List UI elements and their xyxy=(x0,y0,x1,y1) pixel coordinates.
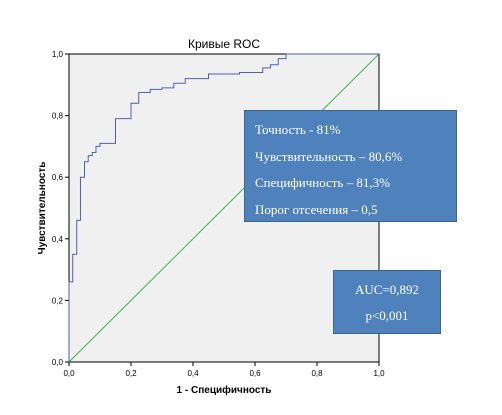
reference-diagonal-line xyxy=(68,53,380,363)
x-tick-label: 0,6 xyxy=(249,369,261,378)
metrics-annotation-box: Точность - 81% Чувствительность – 80,6% … xyxy=(244,110,457,222)
auc-annotation-box: AUC=0,892 p<0,001 xyxy=(333,270,441,334)
y-tick-label: 0,4 xyxy=(52,235,64,244)
sensitivity-text: Чувствительность – 80,6% xyxy=(255,148,403,164)
x-tick-label: 0,4 xyxy=(187,369,199,378)
y-tick-label: 1,0 xyxy=(52,50,64,59)
auc-text: AUC=0,892 xyxy=(354,282,420,297)
cutoff-text: Порог отсечения – 0,5 xyxy=(255,201,378,217)
chart-title: Кривые ROC xyxy=(188,37,260,51)
y-tick-label: 0,2 xyxy=(52,296,64,305)
y-tick-label: 0,6 xyxy=(52,173,64,182)
x-tick-label: 0,0 xyxy=(63,369,75,378)
x-tick-label: 0,2 xyxy=(125,369,137,378)
roc-curve-line xyxy=(68,53,379,362)
y-axis-label: Чувствительность xyxy=(37,162,48,255)
specificity-text: Специфичность – 81,3% xyxy=(255,175,390,190)
p-value-text: p<0,001 xyxy=(365,308,409,323)
x-axis-label: 1 - Специфичность xyxy=(177,384,272,396)
accuracy-text: Точность - 81% xyxy=(255,122,341,137)
x-tick-label: 1,0 xyxy=(373,369,385,378)
y-tick-label: 0,8 xyxy=(52,112,64,121)
y-tick-label: 0,0 xyxy=(52,358,64,367)
x-tick-label: 0,8 xyxy=(311,369,323,378)
